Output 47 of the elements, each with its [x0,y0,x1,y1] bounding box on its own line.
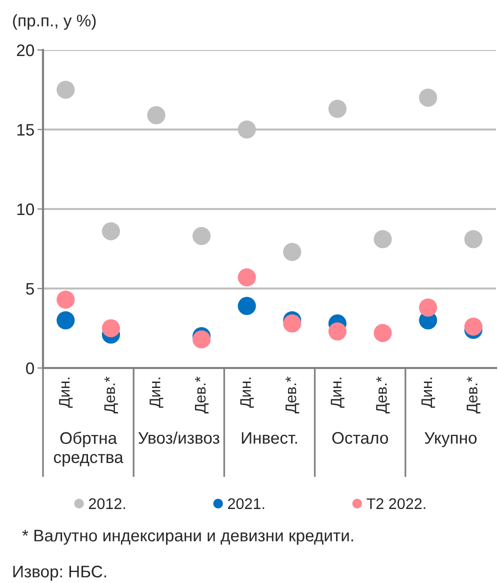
x-tick-label: Дев.* [286,376,300,414]
legend-label: Т2 2022. [366,498,426,510]
point [419,298,438,317]
point [102,319,120,338]
text: Извор: НБС. [13,566,106,581]
text: Укупно [424,432,477,448]
point [374,230,392,248]
x-tick-label: Дев.* [466,376,480,414]
point [192,226,211,246]
point [56,290,75,309]
point [419,88,438,107]
point [102,222,120,240]
text: Остало [332,432,388,444]
point [283,314,302,333]
y-tick-label: 15 [17,124,34,136]
y-tick-label: 10 [17,203,34,216]
y-tick-label: 5 [26,283,34,295]
point [374,324,392,342]
point [283,242,302,261]
legend-label: 2021. [228,498,264,510]
point [238,296,256,316]
point [464,318,482,336]
point [328,100,347,118]
x-tick-label: Дин. [421,378,436,408]
point [147,106,166,124]
x-tick-label: Дев.* [376,376,390,414]
text: Инвест. [242,432,297,444]
legend-label: 2012. [88,498,126,510]
x-tick-label: Дин. [330,378,344,408]
point [56,311,75,330]
y-tick-label: 0 [26,362,34,374]
x-tick-label: Дев.* [104,376,118,414]
point [238,120,256,139]
text: Обртна средства [54,432,124,466]
x-tick-label: Дин. [59,378,73,408]
point [328,322,347,340]
x-tick-label: Дев.* [194,376,209,414]
y-tick-label: 20 [16,44,34,56]
x-tick-label: Дин. [240,378,254,408]
point [238,268,256,286]
point [56,80,75,99]
text: Увоз/извоз [138,432,220,444]
point [192,330,211,348]
text: * Валутно индексирани и девизни кредити. [22,530,354,545]
point [464,230,482,248]
x-tick-label: Дин. [150,378,164,408]
y-axis-title: (пр.п., у %) [13,14,96,30]
